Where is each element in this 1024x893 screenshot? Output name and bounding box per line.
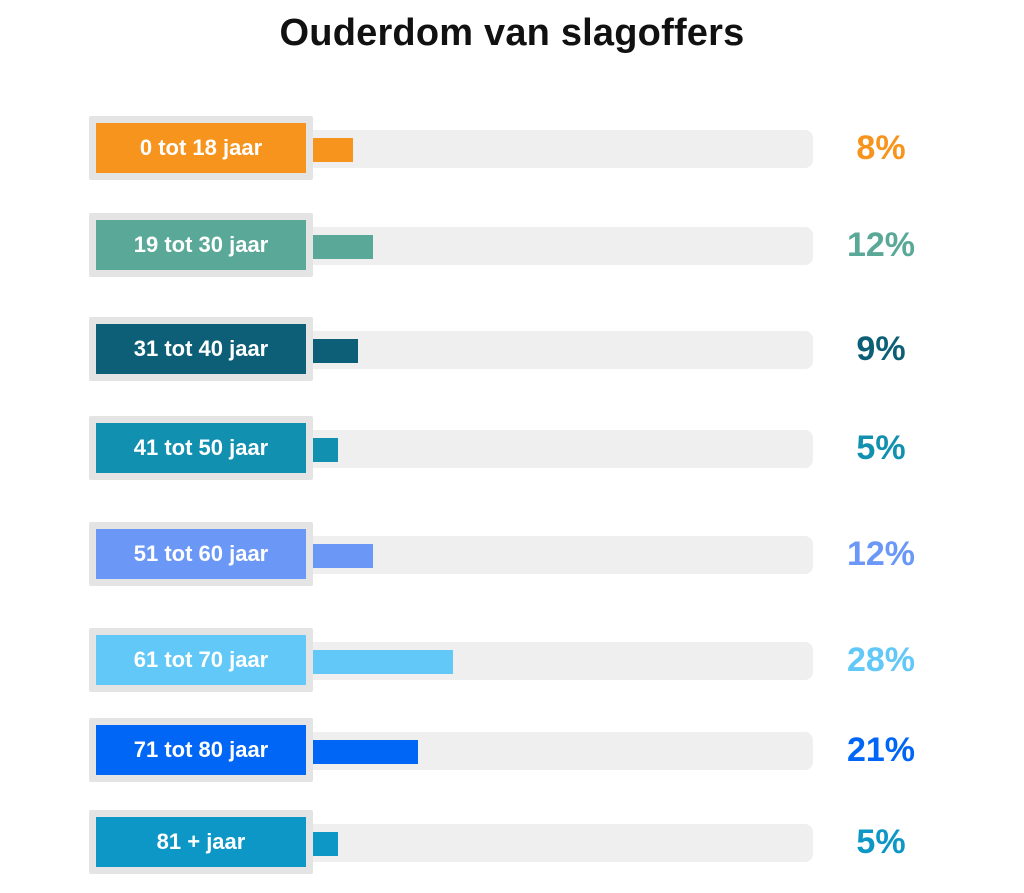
- bar-track: [313, 732, 813, 770]
- bar: [313, 438, 338, 462]
- bar-row: 31 tot 40 jaar 9%: [0, 317, 1024, 387]
- bar-track: [313, 227, 813, 265]
- bar-row: 51 tot 60 jaar 12%: [0, 522, 1024, 592]
- category-label: 0 tot 18 jaar: [96, 123, 306, 173]
- category-label-frame: 31 tot 40 jaar: [89, 317, 313, 381]
- category-label-frame: 61 tot 70 jaar: [89, 628, 313, 692]
- bar-row: 19 tot 30 jaar 12%: [0, 213, 1024, 283]
- data-label: 12%: [846, 534, 916, 573]
- bar: [313, 235, 373, 259]
- category-label: 31 tot 40 jaar: [96, 324, 306, 374]
- category-label: 61 tot 70 jaar: [96, 635, 306, 685]
- bar-row: 0 tot 18 jaar 8%: [0, 116, 1024, 186]
- bar-row: 41 tot 50 jaar 5%: [0, 416, 1024, 486]
- data-label: 28%: [846, 640, 916, 679]
- category-label: 19 tot 30 jaar: [96, 220, 306, 270]
- bar-track: [313, 331, 813, 369]
- data-label: 5%: [856, 822, 906, 861]
- bar: [313, 740, 418, 764]
- bar: [313, 138, 353, 162]
- category-label: 81 + jaar: [96, 817, 306, 867]
- bar: [313, 832, 338, 856]
- category-label: 41 tot 50 jaar: [96, 423, 306, 473]
- bar-row: 81 + jaar 5%: [0, 810, 1024, 880]
- bar-track: [313, 642, 813, 680]
- category-label-frame: 51 tot 60 jaar: [89, 522, 313, 586]
- data-label: 8%: [856, 128, 906, 167]
- data-label: 5%: [856, 428, 906, 467]
- data-label: 21%: [846, 730, 916, 769]
- category-label: 71 tot 80 jaar: [96, 725, 306, 775]
- bar-track: [313, 130, 813, 168]
- category-label-frame: 41 tot 50 jaar: [89, 416, 313, 480]
- bar-track: [313, 430, 813, 468]
- bar: [313, 339, 358, 363]
- data-label: 9%: [856, 329, 906, 368]
- category-label-frame: 71 tot 80 jaar: [89, 718, 313, 782]
- category-label: 51 tot 60 jaar: [96, 529, 306, 579]
- bar: [313, 544, 373, 568]
- bar-track: [313, 824, 813, 862]
- chart-title: Ouderdom van slagoffers: [279, 12, 745, 54]
- data-label: 12%: [846, 225, 916, 264]
- category-label-frame: 81 + jaar: [89, 810, 313, 874]
- bar-track: [313, 536, 813, 574]
- bar-row: 71 tot 80 jaar 21%: [0, 718, 1024, 788]
- category-label-frame: 19 tot 30 jaar: [89, 213, 313, 277]
- category-label-frame: 0 tot 18 jaar: [89, 116, 313, 180]
- bar: [313, 650, 453, 674]
- bar-row: 61 tot 70 jaar 28%: [0, 628, 1024, 698]
